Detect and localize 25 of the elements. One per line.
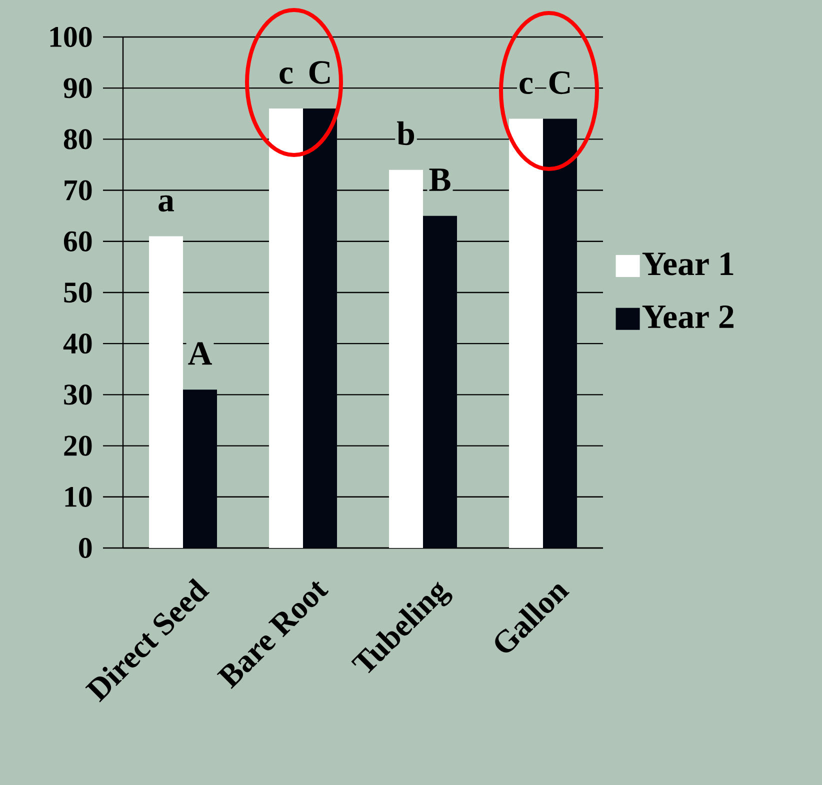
y-tick-label: 100	[50, 26, 92, 48]
y-tick-label: 60	[64, 231, 92, 252]
y-tick-label: 40	[63, 334, 92, 354]
y-tick-label: 10	[65, 486, 92, 507]
bar	[423, 216, 458, 548]
y-tick-label: 20	[64, 436, 92, 456]
y-tick-label: 50	[64, 282, 92, 303]
legend-label: Year 2	[642, 305, 734, 328]
bar	[149, 236, 184, 548]
y-tick-label: 0	[79, 538, 92, 558]
y-tick-label: 90	[64, 78, 92, 98]
annotation: b	[397, 121, 414, 146]
annotation: c	[520, 78, 533, 94]
annotation: C	[309, 61, 330, 84]
y-tick-label: 70	[64, 180, 92, 200]
annotation: c	[280, 68, 293, 84]
annotation: C	[549, 71, 570, 94]
y-tick-label: 30	[64, 384, 92, 405]
bar	[389, 170, 424, 548]
annotation: a	[158, 195, 174, 212]
annotation: B	[429, 168, 450, 191]
annotation: A	[188, 342, 212, 365]
bar	[183, 390, 218, 548]
legend-label: Year 1	[642, 252, 734, 276]
y-tick-label: 80	[64, 129, 92, 150]
